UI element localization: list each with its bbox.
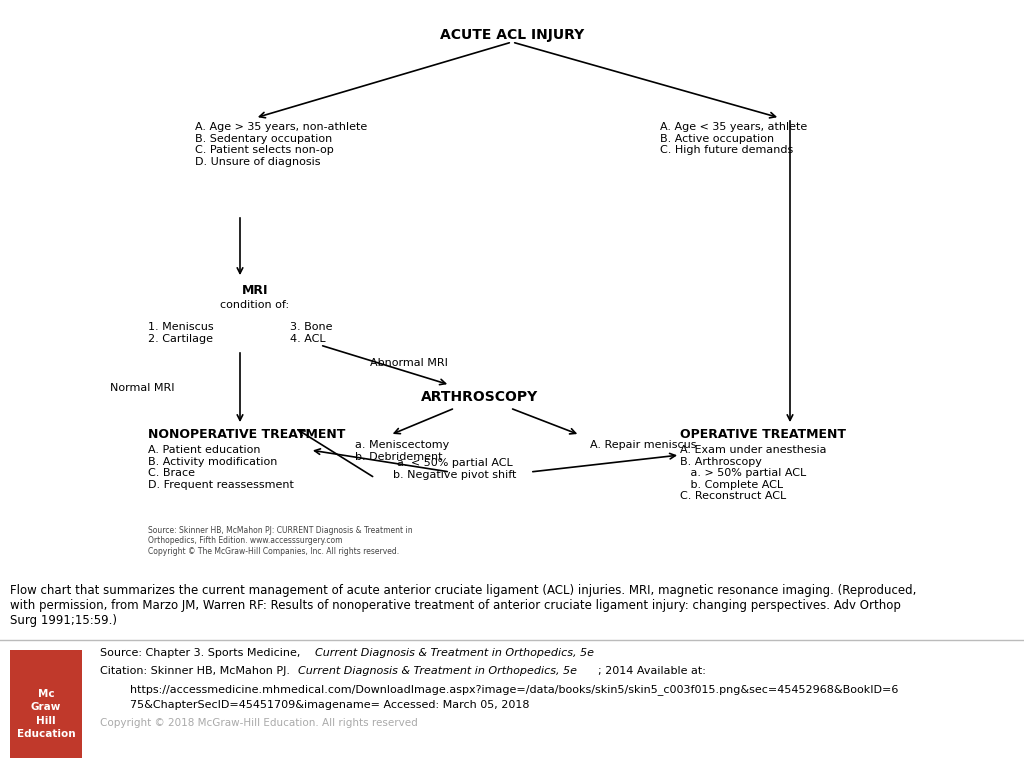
Text: Abnormal MRI: Abnormal MRI (370, 358, 447, 368)
Bar (10, 650, 82, 758)
Text: condition of:: condition of: (220, 300, 290, 310)
Text: a. Meniscectomy
b. Debridement: a. Meniscectomy b. Debridement (355, 440, 450, 462)
Text: Source: Skinner HB, McMahon PJ: CURRENT Diagnosis & Treatment in
Orthopedics, Fi: Source: Skinner HB, McMahon PJ: CURRENT … (148, 526, 413, 556)
Text: Flow chart that summarizes the current management of acute anterior cruciate lig: Flow chart that summarizes the current m… (10, 584, 916, 627)
Text: 3. Bone
4. ACL: 3. Bone 4. ACL (290, 322, 333, 343)
Text: Citation: Skinner HB, McMahon PJ.: Citation: Skinner HB, McMahon PJ. (100, 666, 294, 676)
Text: Current Diagnosis & Treatment in Orthopedics, 5e: Current Diagnosis & Treatment in Orthope… (298, 666, 577, 676)
Text: OPERATIVE TREATMENT: OPERATIVE TREATMENT (680, 428, 846, 441)
Text: A. Exam under anesthesia
B. Arthroscopy
   a. > 50% partial ACL
   b. Complete A: A. Exam under anesthesia B. Arthroscopy … (680, 445, 826, 502)
Text: https://accessmedicine.mhmedical.com/DownloadImage.aspx?image=/data/books/skin5/: https://accessmedicine.mhmedical.com/Dow… (130, 684, 898, 695)
Text: ; 2014 Available at:: ; 2014 Available at: (598, 666, 706, 676)
Text: A. Age > 35 years, non-athlete
B. Sedentary occupation
C. Patient selects non-op: A. Age > 35 years, non-athlete B. Sedent… (195, 122, 368, 167)
Text: ACUTE ACL INJURY: ACUTE ACL INJURY (440, 28, 584, 42)
Text: Copyright © 2018 McGraw-Hill Education. All rights reserved: Copyright © 2018 McGraw-Hill Education. … (100, 718, 418, 728)
Text: Current Diagnosis & Treatment in Orthopedics, 5e: Current Diagnosis & Treatment in Orthope… (315, 648, 594, 658)
Text: NONOPERATIVE TREATMENT: NONOPERATIVE TREATMENT (148, 428, 345, 441)
Text: Mc
Graw
Hill
Education: Mc Graw Hill Education (16, 689, 76, 739)
Text: A. Repair meniscus: A. Repair meniscus (590, 440, 696, 450)
Text: 1. Meniscus
2. Cartilage: 1. Meniscus 2. Cartilage (148, 322, 214, 343)
Text: Normal MRI: Normal MRI (111, 383, 175, 393)
Text: 75&ChapterSecID=45451709&imagename= Accessed: March 05, 2018: 75&ChapterSecID=45451709&imagename= Acce… (130, 700, 529, 710)
Text: A. Patient education
B. Activity modification
C. Brace
D. Frequent reassessment: A. Patient education B. Activity modific… (148, 445, 294, 490)
Text: A. Age < 35 years, athlete
B. Active occupation
C. High future demands: A. Age < 35 years, athlete B. Active occ… (660, 122, 807, 155)
Text: Source: Chapter 3. Sports Medicine,: Source: Chapter 3. Sports Medicine, (100, 648, 304, 658)
Text: a. < 50% partial ACL
b. Negative pivot shift: a. < 50% partial ACL b. Negative pivot s… (393, 458, 517, 479)
Text: MRI: MRI (242, 284, 268, 297)
Text: ARTHROSCOPY: ARTHROSCOPY (421, 390, 539, 404)
